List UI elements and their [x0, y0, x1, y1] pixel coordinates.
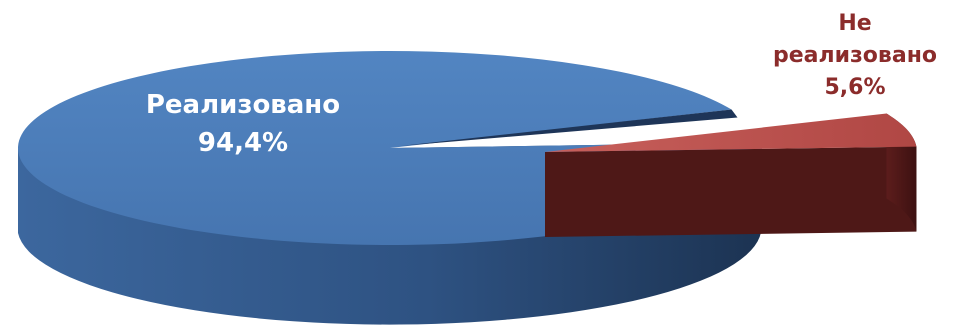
- slice-not-realized-top: [545, 113, 917, 152]
- slice-not-realized-cut: [545, 146, 917, 237]
- slice-label-not-realized: Не реализовано 5,6%: [760, 8, 950, 104]
- slice-realized-crack: [400, 109, 738, 146]
- slice-label-realized-name: Реализовано: [145, 90, 341, 120]
- slice-label-not-realized-line2: реализовано: [772, 43, 938, 68]
- slice-label-not-realized-line1: Не: [838, 11, 872, 36]
- slice-label-not-realized-value: 5,6%: [824, 75, 886, 100]
- slice-label-realized-value: 94,4%: [197, 128, 289, 158]
- slice-realized-side: [18, 142, 762, 325]
- slice-label-realized: Реализовано 94,4%: [108, 86, 378, 162]
